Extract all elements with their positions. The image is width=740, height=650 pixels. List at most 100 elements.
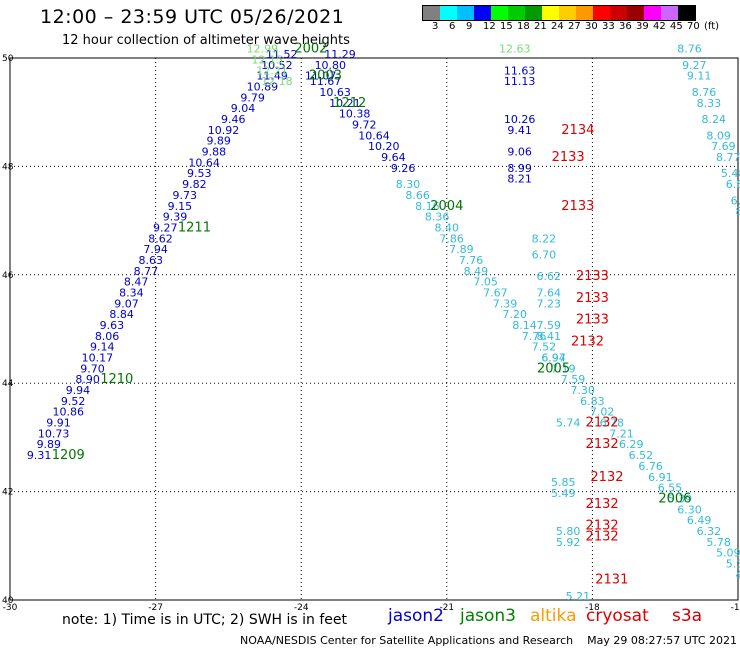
data-label: 5.49 <box>551 487 576 500</box>
data-label: 6.94 <box>541 352 566 365</box>
data-label: 2132 <box>590 470 623 485</box>
y-tick-label: 50 <box>2 54 14 64</box>
x-tick-label: -30 <box>3 603 18 613</box>
data-label: 9.11 <box>687 70 712 83</box>
y-tick-label: 40 <box>2 596 14 606</box>
color-scale-tick: 9 <box>466 21 473 32</box>
color-swatch <box>559 6 576 20</box>
data-label: 7.64 <box>536 286 561 299</box>
data-label: 8.30 <box>396 178 421 191</box>
data-label: 6.52 <box>629 449 654 462</box>
data-label: 7.67 <box>483 286 508 299</box>
data-label: 9.53 <box>187 167 212 180</box>
data-label: 6.70 <box>532 249 557 262</box>
data-label: 9.39 <box>163 211 188 224</box>
data-label: 7.76 <box>459 254 484 267</box>
data-label: 10.38 <box>339 108 371 121</box>
data-label: 8.63 <box>138 254 163 267</box>
data-label: 10.92 <box>208 124 240 137</box>
color-swatch <box>491 6 508 20</box>
data-label: 7.05 <box>473 276 498 289</box>
color-scale-tick: 42 <box>653 21 666 32</box>
color-swatch <box>440 6 457 20</box>
data-label: 9.15 <box>168 200 193 213</box>
data-label: 2006 <box>658 491 691 506</box>
data-label: 11.13 <box>504 75 536 88</box>
data-label: 8.49 <box>464 265 489 278</box>
footer-note: note: 1) Time is in UTC; 2) SWH is in fe… <box>62 612 348 628</box>
data-label: 11.63 <box>504 64 536 77</box>
data-label: 8.40 <box>435 221 460 234</box>
data-label: 9.89 <box>37 438 62 451</box>
data-label: 11.49 <box>256 70 288 83</box>
data-label: 5.92 <box>556 536 581 549</box>
data-label: 7.39 <box>493 297 518 310</box>
x-tick-label: -18 <box>585 603 600 613</box>
data-label: 8.62 <box>148 232 173 245</box>
data-label: 8.21 <box>507 173 532 186</box>
data-label: 8.41 <box>536 330 561 343</box>
data-label: 9.46 <box>221 113 246 126</box>
data-label: 7.59 <box>536 319 561 332</box>
data-label: 9.63 <box>100 319 125 332</box>
data-label: 9.91 <box>46 417 71 430</box>
data-label: 10.86 <box>52 406 84 419</box>
data-label: 9.70 <box>80 362 105 375</box>
data-label: 10.64 <box>188 156 220 169</box>
data-label: 5.74 <box>556 417 581 430</box>
color-swatch <box>525 6 542 20</box>
data-label: 4.67 <box>735 568 740 581</box>
data-label: 8.47 <box>124 276 149 289</box>
data-label: 8.77 <box>134 265 159 278</box>
data-label: 5.78 <box>706 536 731 549</box>
data-label: 5.39 <box>668 492 693 505</box>
data-label: 7.59 <box>561 373 586 386</box>
data-label: 9.52 <box>61 395 86 408</box>
data-label: 7.23 <box>536 297 561 310</box>
color-swatch <box>627 6 644 20</box>
color-scale-tick: (ft) <box>704 21 720 32</box>
data-label: 8.90 <box>75 373 100 386</box>
data-label: 6.85 <box>726 178 740 191</box>
data-label: 10.20 <box>368 140 400 153</box>
data-label: 2005 <box>537 361 570 376</box>
data-label: 9.82 <box>182 178 207 191</box>
y-tick-label: 48 <box>2 162 14 172</box>
data-label: 9.27 <box>153 221 178 234</box>
data-label: 6.62 <box>536 270 561 283</box>
data-label: 8.11 <box>735 205 740 218</box>
legend-entry: jason3 <box>460 606 516 626</box>
data-label: 5.48 <box>721 167 740 180</box>
data-label: 8.16 <box>415 200 440 213</box>
color-swatch <box>644 6 661 20</box>
color-swatch <box>678 6 695 20</box>
data-label: 7.30 <box>570 384 595 397</box>
data-label: 2133 <box>552 150 585 165</box>
color-scale-tick: 39 <box>636 21 649 32</box>
legend-entry: s3a <box>672 606 703 626</box>
color-swatch <box>542 6 559 20</box>
data-label: 6.76 <box>638 460 663 473</box>
data-label: 6.91 <box>648 471 673 484</box>
data-label: 8.76 <box>692 86 717 99</box>
x-tick-label: -15 <box>731 603 740 613</box>
data-label: 8.99 <box>507 162 532 175</box>
data-label: 9.27 <box>682 59 707 72</box>
data-label: 7.02 <box>590 406 615 419</box>
color-scale-tick: 30 <box>585 21 598 32</box>
data-label: 6.55 <box>658 482 683 495</box>
data-label: 9.94 <box>66 384 91 397</box>
data-label: 6.97 <box>541 352 566 365</box>
data-label: 8.06 <box>95 330 120 343</box>
data-label: 8.77 <box>716 151 740 164</box>
data-label: 10.17 <box>82 352 114 365</box>
data-label: 11.67 <box>310 75 342 88</box>
color-scale-tick: 24 <box>551 21 564 32</box>
data-label: 7.89 <box>449 243 474 256</box>
color-scale-tick: 45 <box>670 21 683 32</box>
data-label: 8.36 <box>425 211 450 224</box>
data-label: 2132 <box>586 497 619 512</box>
data-label: 12.15 <box>251 53 283 66</box>
data-label: 11.52 <box>266 48 298 61</box>
